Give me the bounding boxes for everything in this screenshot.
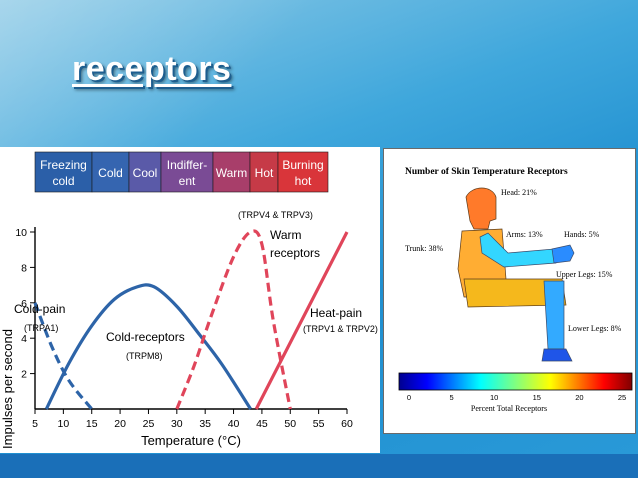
y-tick-label-4: 4 — [21, 333, 27, 345]
colorbar-label: Percent Total Receptors — [471, 404, 547, 413]
label-warm-line2: receptors — [270, 246, 320, 260]
label-hands: Hands: 5% — [564, 230, 600, 239]
y-tick-label-10: 10 — [15, 227, 27, 239]
head-region — [465, 187, 497, 230]
y-axis-title: Impulses per second — [0, 329, 15, 449]
band-label-3-line1: Indiffer- — [167, 158, 207, 172]
band-label-6-line2: hot — [295, 174, 312, 188]
seated-body-figure — [457, 187, 575, 362]
chart-axes: 5 10 15 20 25 30 35 40 45 50 55 60 2 4 6 8 10 — [15, 227, 353, 430]
y-tick-label-6: 6 — [21, 298, 27, 310]
colorbar-tick-15: 15 — [533, 393, 541, 402]
body-receptor-panel: Number of Skin Temperature Receptors Hea… — [383, 148, 636, 434]
band-3 — [160, 151, 214, 193]
series-cold-receptors — [44, 283, 252, 410]
chart-labels: Cold-pain (TRPA1) Cold-receptors (TRPM8)… — [0, 210, 378, 449]
label-warm-line1: Warm — [270, 228, 302, 242]
colorbar-tick-10: 10 — [490, 393, 498, 402]
x-tick-label-35: 35 — [199, 418, 211, 430]
x-tick-label-50: 50 — [284, 418, 296, 430]
label-cold-pain-sub: (TRPA1) — [24, 323, 58, 333]
colorbar-tick-5: 5 — [450, 393, 454, 402]
colorbar-ticks: 0 5 10 15 20 25 — [407, 393, 626, 402]
label-trunk: Trunk: 38% — [405, 244, 443, 253]
x-tick-label-15: 15 — [86, 418, 98, 430]
x-tick-label-45: 45 — [256, 418, 268, 430]
chart-series — [33, 229, 349, 411]
band-5 — [249, 151, 279, 193]
band-label-1: Cold — [98, 166, 123, 180]
label-arms: Arms: 13% — [506, 230, 543, 239]
band-4 — [212, 151, 251, 193]
colorbar-tick-20: 20 — [575, 393, 583, 402]
label-cold-receptors: Cold-receptors — [106, 330, 185, 344]
band-label-5: Hot — [255, 166, 274, 180]
slide-title: receptors — [72, 50, 232, 88]
label-heat-pain-sub: (TRPV1 & TRPV2) — [303, 324, 378, 334]
body-receptor-figure: Number of Skin Temperature Receptors Hea… — [398, 167, 633, 413]
series-heat-pain — [254, 231, 349, 410]
band-0 — [34, 151, 93, 193]
band-label-6-line1: Burning — [282, 158, 323, 172]
band-label-3-line2: ent — [179, 174, 196, 188]
label-heat-pain: Heat-pain — [310, 306, 362, 320]
band-label-0-line1: Freezing — [40, 158, 87, 172]
band-label-4: Warm — [216, 166, 248, 180]
band-label-0-line2: cold — [52, 174, 74, 188]
colorbar-tick-0: 0 — [407, 393, 411, 402]
temperature-chart-panel: Freezing cold Cold Cool Indiffer-ent Warm Hot B… — [0, 147, 380, 453]
x-axis-title: Temperature (°C) — [141, 433, 241, 448]
colorbar-tick-25: 25 — [618, 393, 626, 402]
label-cold-pain: Cold-pain — [14, 302, 65, 316]
x-tick-label-30: 30 — [171, 418, 183, 430]
temperature-chart: Freezing cold Cold Cool Indiffer-ent Warm Hot B… — [0, 151, 378, 449]
y-tick-label-8: 8 — [21, 262, 27, 274]
x-tick-label-10: 10 — [58, 418, 70, 430]
band-6 — [277, 151, 329, 193]
x-tick-label-20: 20 — [114, 418, 126, 430]
label-cold-receptors-sub: (TRPM8) — [126, 351, 163, 361]
label-warm-top: (TRPV4 & TRPV3) — [238, 210, 313, 220]
hands-region — [551, 244, 575, 264]
label-head: Head: 21% — [501, 188, 537, 197]
x-tick-label-5: 5 — [32, 418, 38, 430]
body-figure-title: Number of Skin Temperature Receptors — [405, 167, 568, 177]
x-tick-label-60: 60 — [341, 418, 353, 430]
colorbar — [398, 372, 633, 391]
band-label-2: Cool — [133, 166, 158, 180]
x-tick-label-55: 55 — [313, 418, 325, 430]
lower-legs-region — [543, 280, 565, 350]
upper-legs-region — [463, 278, 567, 308]
feet-region — [541, 348, 573, 362]
temperature-band-header: Freezing cold Cold Cool Indiffer-ent Warm Hot B… — [34, 151, 329, 193]
series-warm-receptors — [175, 229, 292, 410]
series-cold-pain — [33, 302, 93, 411]
label-lower-legs: Lower Legs: 8% — [568, 324, 622, 333]
x-tick-label-25: 25 — [143, 418, 155, 430]
x-tick-label-40: 40 — [228, 418, 240, 430]
band-1 — [91, 151, 130, 193]
label-upper-legs: Upper Legs: 15% — [556, 270, 613, 279]
bottom-bar — [0, 454, 638, 478]
band-2 — [128, 151, 162, 193]
y-tick-label-2: 2 — [21, 369, 27, 381]
